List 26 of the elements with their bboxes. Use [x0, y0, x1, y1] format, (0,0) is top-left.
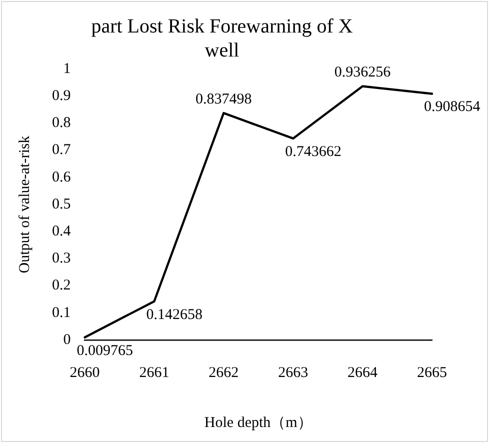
x-tick-label: 2663 [278, 364, 308, 381]
data-label: 0.908654 [424, 99, 481, 116]
data-label: 0.142658 [146, 306, 202, 323]
y-axis-title: Output of value-at-risk [16, 135, 33, 274]
x-tick-label: 2665 [417, 364, 447, 381]
y-tick-label: 0.2 [52, 278, 71, 294]
y-tick-label: 0.6 [52, 169, 72, 186]
data-label: 0.743662 [285, 144, 342, 160]
chart-title: part Lost Risk Forewarning of X well [91, 15, 354, 62]
x-axis-title: Hole depth（m） [204, 414, 312, 431]
y-tick-label: 0.5 [52, 196, 71, 212]
y-tick-label: 0.8 [52, 115, 71, 132]
data-label: 0.009765 [76, 342, 133, 359]
x-tick-label: 2662 [208, 364, 239, 381]
y-tick-label: 0.4 [52, 224, 72, 240]
y-tick-label: 0.9 [52, 88, 71, 104]
y-tick-label: 1 [63, 60, 71, 77]
y-tick-label: 0.7 [52, 142, 72, 158]
x-tick-label: 2661 [139, 364, 170, 381]
x-tick-label: 2660 [70, 364, 100, 381]
y-tick-label: 0 [63, 332, 71, 348]
data-label: 0.837498 [196, 91, 252, 108]
y-tick-label: 0.3 [52, 250, 71, 267]
x-tick-label: 2664 [348, 364, 378, 381]
data-label: 0.936256 [334, 64, 392, 81]
y-tick-label: 0.1 [52, 304, 71, 321]
